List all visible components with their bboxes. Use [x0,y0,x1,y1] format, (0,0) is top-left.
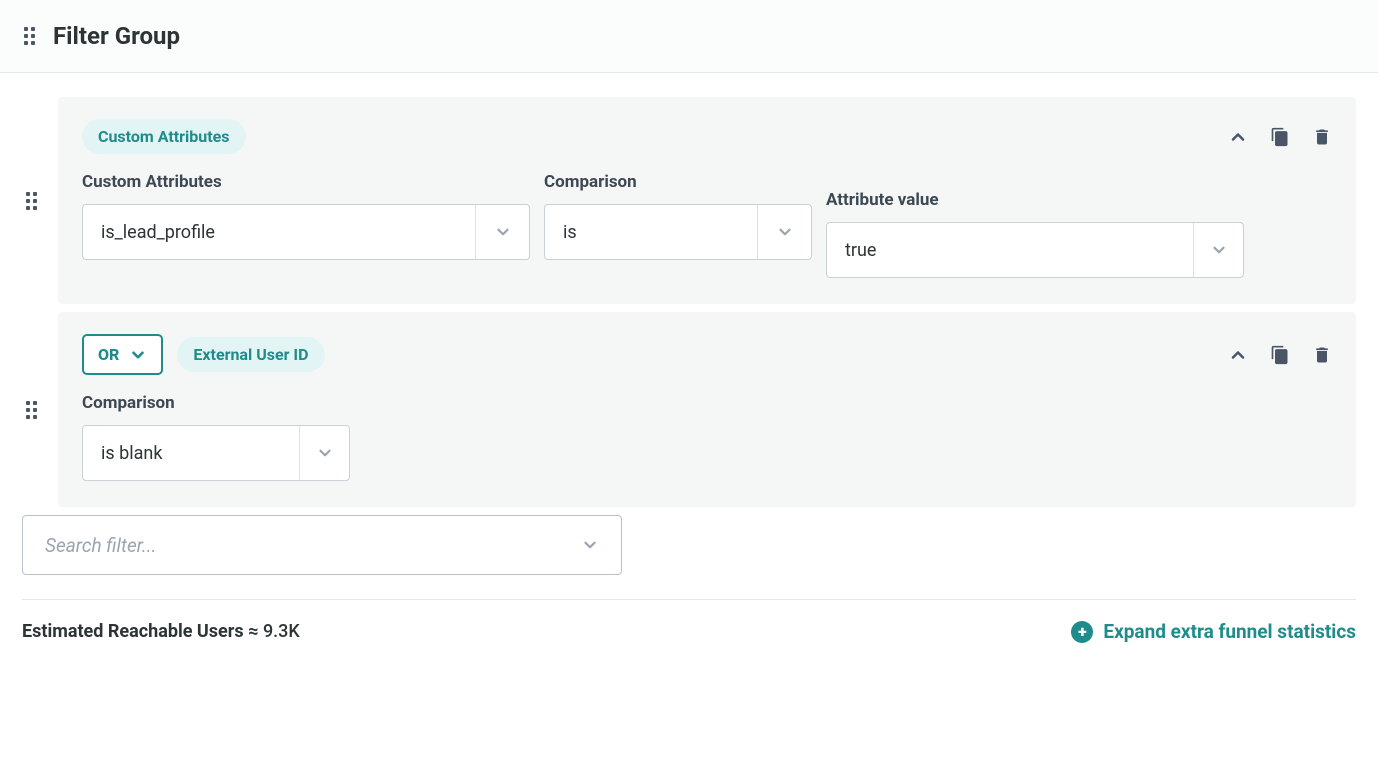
copy-icon[interactable] [1270,127,1290,147]
select-value: is [563,222,577,243]
filter-card: OR External User ID [58,312,1356,507]
filter-fields: Comparison is blank [82,393,1332,481]
footer: Estimated Reachable Users ≈ 9.3K + Expan… [22,599,1356,663]
copy-icon[interactable] [1270,345,1290,365]
collapse-icon[interactable] [1228,127,1248,147]
field-label: Attribute value [826,190,1244,210]
filter-tag: External User ID [177,337,324,372]
plus-circle-icon: + [1071,621,1093,643]
drag-handle-icon[interactable] [24,27,35,45]
page-title: Filter Group [53,22,180,50]
filter-card-tags: Custom Attributes [82,119,246,154]
chevron-down-icon [299,426,349,480]
filter-card-top: Custom Attributes [82,119,1332,154]
chevron-down-icon [475,205,529,259]
filter-card-actions [1228,127,1332,147]
drag-handle-icon[interactable] [26,401,37,419]
delete-icon[interactable] [1312,345,1332,365]
search-placeholder: Search filter... [45,534,156,557]
attribute-select[interactable]: is_lead_profile [82,204,530,260]
select-value: true [845,240,876,261]
filter-tag: Custom Attributes [82,119,246,154]
chevron-down-icon [129,346,147,364]
estimated-users: Estimated Reachable Users ≈ 9.3K [22,621,300,642]
filter-card-top: OR External User ID [82,334,1332,375]
logic-operator-select[interactable]: OR [82,334,163,375]
chevron-down-icon [757,205,811,259]
chevron-down-icon [1193,223,1243,277]
chevron-down-icon [581,536,599,554]
filter-row: Custom Attributes Custom Attributes [22,97,1356,304]
expand-funnel-label: Expand extra funnel statistics [1103,620,1356,643]
select-value: is blank [101,443,162,464]
filter-drag-area [22,192,58,210]
select-value: is_lead_profile [101,222,215,243]
attribute-field: Custom Attributes is_lead_profile [82,172,530,278]
filter-drag-area [22,401,58,419]
estimated-users-label: Estimated Reachable Users ≈ [22,621,258,642]
estimated-users-count: 9.3K [263,621,300,642]
attribute-value-select[interactable]: true [826,222,1244,278]
comparison-field: Comparison is blank [82,393,350,481]
field-label: Comparison [82,393,350,413]
filter-card-actions [1228,345,1332,365]
comparison-select[interactable]: is blank [82,425,350,481]
search-filter-input[interactable]: Search filter... [22,515,622,575]
search-filter-row: Search filter... [22,515,1356,575]
comparison-field: Comparison is [544,172,812,278]
drag-handle-icon[interactable] [26,192,37,210]
filter-fields: Custom Attributes is_lead_profile Compar… [82,172,1332,278]
filter-card-tags: OR External User ID [82,334,325,375]
filter-group-header: Filter Group [0,0,1378,73]
collapse-icon[interactable] [1228,345,1248,365]
comparison-select[interactable]: is [544,204,812,260]
logic-operator-value: OR [98,345,119,364]
filters-content: Custom Attributes Custom Attributes [0,73,1378,663]
filter-row: OR External User ID [22,312,1356,507]
filter-card: Custom Attributes Custom Attributes [58,97,1356,304]
attribute-value-field: Attribute value true [826,190,1244,278]
field-label: Custom Attributes [82,172,530,192]
delete-icon[interactable] [1312,127,1332,147]
field-label: Comparison [544,172,812,192]
expand-funnel-link[interactable]: + Expand extra funnel statistics [1071,620,1356,643]
